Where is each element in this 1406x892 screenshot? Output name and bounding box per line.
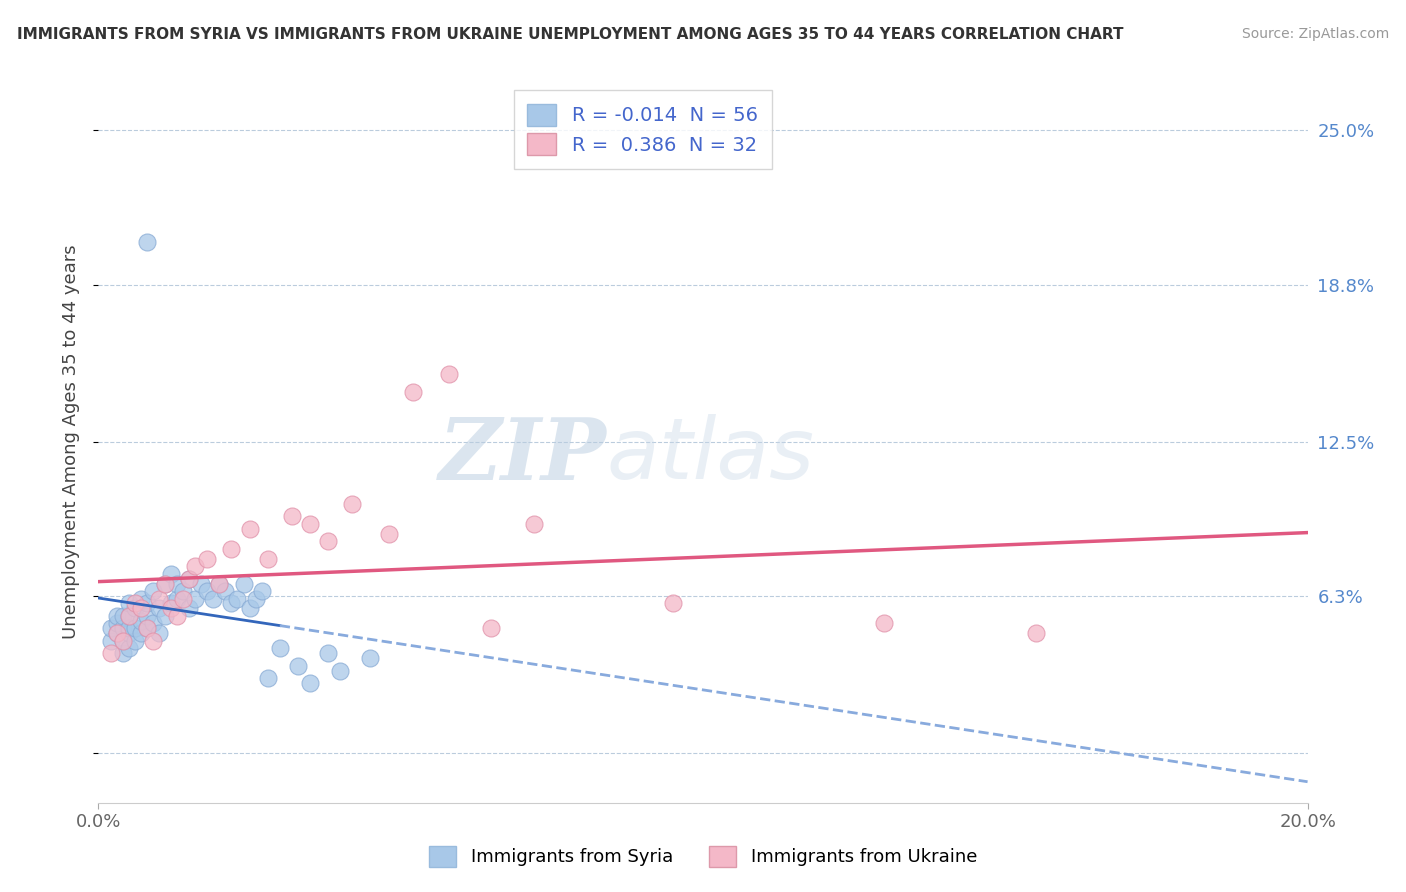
Point: [873, 616, 896, 631]
Point: [166, 576, 188, 591]
Point: [142, 616, 165, 631]
Point: [437, 368, 460, 382]
Point: [160, 601, 183, 615]
Point: [124, 597, 146, 611]
Point: [118, 609, 141, 624]
Point: [129, 591, 152, 606]
Point: [111, 633, 134, 648]
Point: [118, 609, 141, 624]
Legend: Immigrants from Syria, Immigrants from Ukraine: Immigrants from Syria, Immigrants from U…: [422, 838, 984, 874]
Point: [148, 601, 170, 615]
Point: [148, 591, 170, 606]
Point: [100, 621, 122, 635]
Point: [316, 534, 339, 549]
Point: [1024, 626, 1046, 640]
Point: [172, 591, 194, 606]
Point: [118, 597, 141, 611]
Point: [118, 621, 141, 635]
Point: [129, 626, 152, 640]
Legend: R = -0.014  N = 56, R =  0.386  N = 32: R = -0.014 N = 56, R = 0.386 N = 32: [513, 90, 772, 169]
Text: Source: ZipAtlas.com: Source: ZipAtlas.com: [1241, 27, 1389, 41]
Point: [360, 651, 382, 665]
Point: [402, 384, 425, 399]
Point: [316, 646, 339, 660]
Point: [153, 576, 176, 591]
Text: IMMIGRANTS FROM SYRIA VS IMMIGRANTS FROM UKRAINE UNEMPLOYMENT AMONG AGES 35 TO 4: IMMIGRANTS FROM SYRIA VS IMMIGRANTS FROM…: [17, 27, 1123, 42]
Point: [256, 551, 278, 566]
Point: [281, 509, 304, 524]
Point: [208, 576, 231, 591]
Point: [179, 572, 201, 586]
Point: [105, 626, 128, 640]
Point: [105, 626, 128, 640]
Point: [160, 566, 183, 581]
Point: [208, 576, 231, 591]
Point: [299, 676, 322, 690]
Point: [135, 621, 157, 635]
Point: [202, 591, 225, 606]
Point: [172, 584, 194, 599]
Point: [118, 626, 141, 640]
Text: atlas: atlas: [606, 415, 814, 498]
Point: [129, 601, 152, 615]
Point: [148, 626, 170, 640]
Point: [111, 621, 134, 635]
Point: [221, 541, 243, 556]
Point: [166, 609, 188, 624]
Point: [329, 664, 352, 678]
Point: [232, 576, 254, 591]
Point: [250, 584, 273, 599]
Point: [142, 633, 165, 648]
Point: [179, 601, 201, 615]
Point: [269, 641, 291, 656]
Point: [239, 522, 262, 536]
Point: [239, 601, 262, 615]
Point: [481, 621, 503, 635]
Point: [105, 609, 128, 624]
Point: [661, 597, 683, 611]
Point: [135, 621, 157, 635]
Point: [195, 584, 218, 599]
Point: [523, 516, 546, 531]
Point: [190, 576, 212, 591]
Point: [256, 671, 278, 685]
Point: [135, 235, 157, 250]
Point: [160, 597, 183, 611]
Point: [377, 526, 399, 541]
Point: [342, 497, 364, 511]
Point: [287, 658, 309, 673]
Point: [221, 597, 243, 611]
Point: [111, 609, 134, 624]
Point: [166, 591, 188, 606]
Point: [118, 641, 141, 656]
Point: [135, 609, 157, 624]
Point: [124, 601, 146, 615]
Point: [105, 616, 128, 631]
Point: [129, 614, 152, 628]
Point: [124, 633, 146, 648]
Text: ZIP: ZIP: [439, 414, 606, 498]
Point: [153, 609, 176, 624]
Point: [100, 633, 122, 648]
Point: [153, 576, 176, 591]
Point: [100, 646, 122, 660]
Point: [135, 597, 157, 611]
Point: [195, 551, 218, 566]
Point: [226, 591, 249, 606]
Point: [124, 621, 146, 635]
Point: [184, 591, 207, 606]
Point: [245, 591, 267, 606]
Point: [184, 559, 207, 574]
Point: [111, 633, 134, 648]
Point: [299, 516, 322, 531]
Point: [142, 584, 165, 599]
Point: [179, 572, 201, 586]
Point: [214, 584, 236, 599]
Y-axis label: Unemployment Among Ages 35 to 44 years: Unemployment Among Ages 35 to 44 years: [62, 244, 80, 639]
Point: [111, 646, 134, 660]
